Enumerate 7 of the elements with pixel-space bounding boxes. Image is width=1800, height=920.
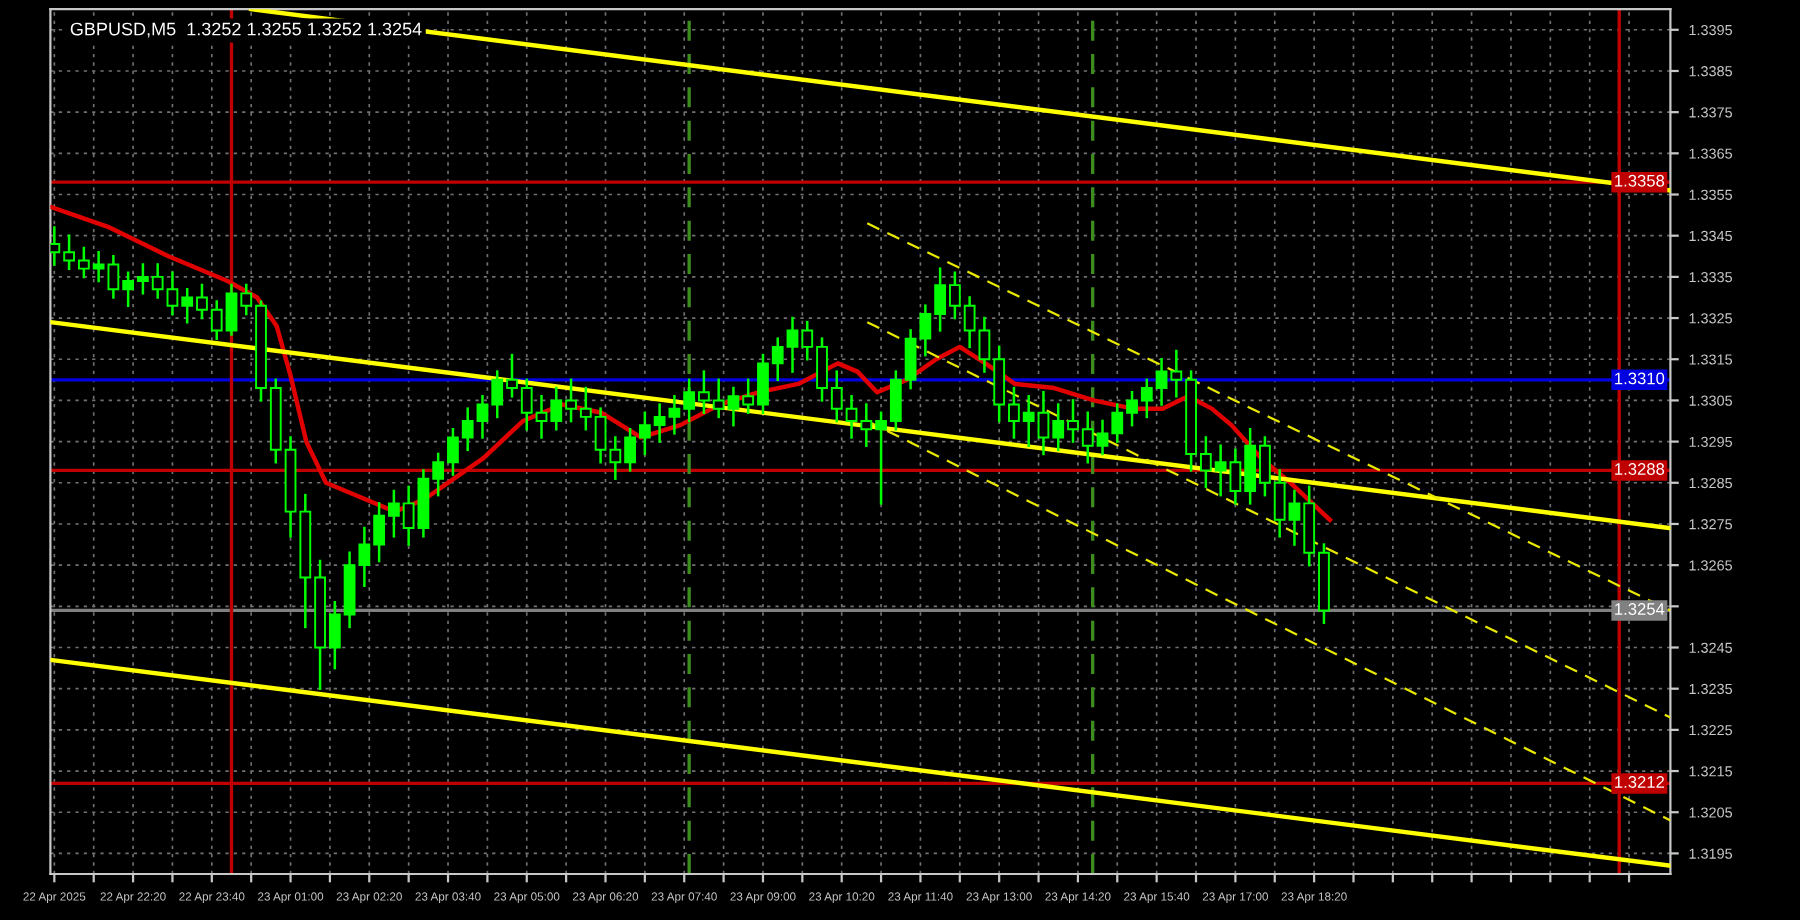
ref-line-label: 1.3358 [1615, 174, 1665, 187]
line-series [50, 204, 1333, 523]
ref-line-label: 1.3288 [1615, 463, 1665, 475]
text: GBPUSD,M5 1.3252 1.3255 1.3252 1.3254 [70, 22, 422, 38]
ref-line-label: 1.3310 [1615, 372, 1665, 385]
ref-line-label: 1.3254 [1615, 603, 1665, 615]
ref-line-label: 1.3212 [1615, 776, 1665, 788]
